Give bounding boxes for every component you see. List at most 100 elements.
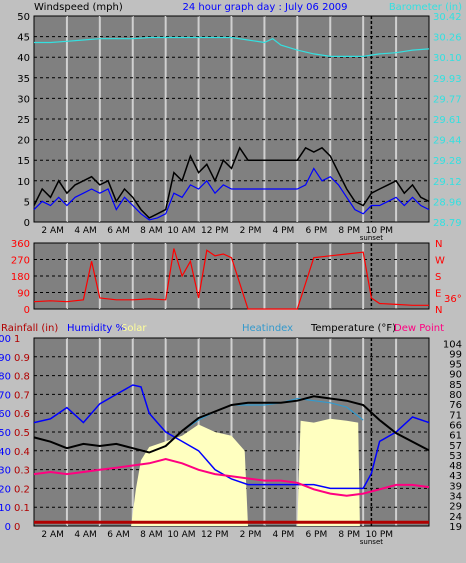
barometer-tick-label: 30.26: [433, 33, 462, 44]
temp-tick-label: 99: [449, 349, 462, 360]
x-tick-label: 6 PM: [305, 226, 327, 236]
temp-tick-label: 29: [449, 502, 462, 513]
temp-tick-label: 71: [449, 410, 462, 421]
wind-tick-label: 45: [17, 33, 30, 44]
barometer-tick-label: 28.79: [433, 218, 462, 229]
temp-tick-label: 48: [449, 461, 462, 472]
humidity-tick-label: 20: [0, 484, 11, 495]
temp-tick-label: 19: [449, 522, 462, 533]
temp-tick-label: 90: [449, 370, 462, 381]
x-tick-label: 10 AM: [167, 226, 195, 236]
wind-tick-label: 0: [24, 218, 30, 229]
barometer-tick-label: 28.96: [433, 197, 462, 208]
direction-tick-label: 180: [11, 272, 30, 283]
rain-tick-label: 0.4: [14, 447, 30, 458]
temp-tick-label: 61: [449, 431, 462, 442]
rain-tick-label: 0: [14, 522, 20, 533]
temp-tick-label: 39: [449, 481, 462, 492]
humidity-tick-label: 60: [0, 409, 11, 420]
wind-tick-label: 30: [17, 94, 30, 105]
temp-tick-label: 53: [449, 451, 462, 462]
x-tick-label: 4 AM: [74, 530, 97, 540]
humidity-tick-label: 90: [0, 353, 11, 364]
x-tick-label: 6 AM: [107, 530, 130, 540]
rain-tick-label: 0.6: [14, 409, 30, 420]
x-tick-label: 4 AM: [74, 226, 97, 236]
sunset-label: sunset: [360, 234, 383, 242]
temp-tick-label: 76: [449, 400, 462, 411]
wind-tick-label: 5: [24, 197, 30, 208]
compass-label: N: [435, 305, 442, 316]
humidity-tick-label: 50: [0, 428, 11, 439]
sunset-label: sunset: [360, 538, 383, 546]
humidity-tick-label: 70: [0, 390, 11, 401]
chart-title: 24 hour graph day : July 06 2009: [182, 2, 347, 13]
temp-tick-label: 85: [449, 380, 462, 391]
barometer-tick-label: 29.61: [433, 115, 462, 126]
humidity-tick-label: 80: [0, 372, 11, 383]
x-tick-label: 12 PM: [201, 530, 229, 540]
x-tick-label: 2 AM: [41, 530, 64, 540]
wind-tick-label: 15: [17, 156, 30, 167]
temp-tick-label: 66: [449, 420, 462, 431]
wind-tick-label: 40: [17, 53, 30, 64]
series-temperature: [33, 395, 430, 454]
x-tick-label: 6 AM: [107, 226, 130, 236]
x-tick-label: 8 PM: [338, 530, 360, 540]
wind-tick-label: 50: [17, 12, 30, 23]
series-gust: [33, 146, 430, 219]
legend-temperature: Temperature (°F): [310, 323, 396, 334]
humidity-tick-label: 30: [0, 466, 11, 477]
direction-tick-label: 360: [11, 239, 30, 250]
series-direction: [33, 248, 429, 310]
temp-tick-label: 34: [449, 492, 462, 503]
series-avg: [33, 167, 430, 221]
barometer-tick-label: 30.42: [433, 12, 462, 23]
wind-tick-label: 35: [17, 74, 30, 85]
compass-label: S: [435, 272, 441, 283]
barometer-tick-label: 30.10: [433, 53, 462, 64]
x-tick-label: 2 PM: [240, 226, 262, 236]
x-tick-label: 4 PM: [273, 226, 295, 236]
x-tick-label: 10 AM: [167, 530, 195, 540]
rain-tick-label: 0.5: [14, 428, 30, 439]
legend-dewpoint: Dew Point: [394, 323, 444, 334]
barometer-tick-label: 29.12: [433, 177, 462, 188]
barometer-axis-label: Barometer (in): [389, 2, 462, 13]
direction-tick-label: 90: [17, 289, 30, 300]
rain-tick-label: 0.1: [14, 503, 30, 514]
barometer-tick-label: 29.77: [433, 94, 462, 105]
x-tick-label: 12 PM: [201, 226, 229, 236]
barometer-tick-label: 29.44: [433, 136, 462, 147]
direction-tick-label: 270: [11, 256, 30, 267]
wind-tick-label: 25: [17, 115, 30, 126]
humidity-tick-label: 10: [0, 503, 11, 514]
rain-tick-label: 0.9: [14, 353, 30, 364]
rain-tick-label: 0.8: [14, 372, 30, 383]
temp-tick-label: 57: [449, 441, 462, 452]
series-layer: [33, 36, 430, 526]
temp-tick-label: 104: [443, 339, 462, 350]
direction-tick-label: 0: [24, 305, 30, 316]
x-tick-label: 8 AM: [140, 530, 163, 540]
x-tick-label: 10 PM: [366, 530, 394, 540]
wind-tick-label: 10: [17, 177, 30, 188]
series-dewpoint: [33, 457, 430, 497]
legend-solar: Solar: [121, 323, 147, 334]
series-barometer: [34, 36, 430, 57]
wind-tick-label: 20: [17, 136, 30, 147]
rain-tick-label: 1: [14, 334, 20, 345]
temp-tick-label: 80: [449, 390, 462, 401]
x-tick-label: 4 PM: [273, 530, 295, 540]
direction-side-value: 36°: [444, 294, 462, 305]
humidity-tick-label: 40: [0, 447, 11, 458]
barometer-tick-label: 29.28: [433, 156, 462, 167]
x-tick-label: 8 PM: [338, 226, 360, 236]
compass-label: W: [435, 256, 445, 267]
x-tick-label: 6 PM: [305, 530, 327, 540]
compass-label: E: [435, 289, 441, 300]
x-tick-label: 2 AM: [41, 226, 64, 236]
rain-tick-label: 0.7: [14, 390, 30, 401]
